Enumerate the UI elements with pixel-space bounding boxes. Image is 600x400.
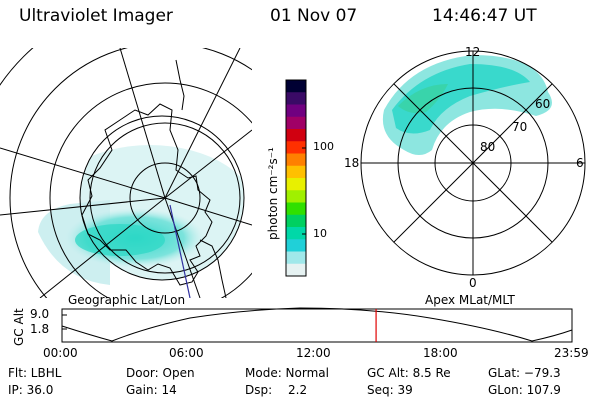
time-label: 14:46:47 UT <box>432 6 537 26</box>
mlat-label-80: 80 <box>480 140 496 154</box>
mlt-label-18: 18 <box>344 156 360 170</box>
colorbar-segment <box>286 92 306 105</box>
alt-xtick-1800: 18:00 <box>423 346 458 360</box>
altitude-curve <box>61 307 573 342</box>
colorbar-segment <box>286 214 306 228</box>
colorbar-segment <box>286 263 306 277</box>
colorbar-tick-100: 100 <box>313 140 334 153</box>
app-title: Ultraviolet Imager <box>19 6 173 26</box>
coast-outline-east <box>175 59 227 298</box>
info-glon: GLon: 107.9 <box>488 383 561 397</box>
info-filter: Flt: LBHL <box>8 366 62 380</box>
geographic-map <box>0 48 252 298</box>
colorbar-segment <box>286 251 306 265</box>
info-gc-alt: GC Alt: 8.5 Re <box>367 366 451 380</box>
altitude-plot <box>61 307 573 343</box>
info-door: Door: Open <box>126 366 195 380</box>
info-mode: Mode: Normal <box>245 366 329 380</box>
aurora-oval-core <box>75 224 165 256</box>
alt-ylabel: GC Alt <box>12 308 26 346</box>
alt-xtick-0600: 06:00 <box>169 346 204 360</box>
colorbar-segment <box>286 104 306 118</box>
apex-polar-plot <box>360 50 586 276</box>
continent-outline <box>81 103 213 286</box>
colorbar-segment <box>286 116 306 130</box>
info-gain: Gain: 14 <box>126 383 177 397</box>
alt-xtick-0000: 00:00 <box>43 346 78 360</box>
colorbar-segment <box>286 239 306 252</box>
geo-grid <box>0 48 252 298</box>
colorbar-segment <box>286 227 306 240</box>
mlat-label-70: 70 <box>512 120 528 134</box>
colorbar-tick-10: 10 <box>313 227 327 240</box>
colorbar-segment <box>286 141 306 154</box>
colorbar <box>286 80 306 277</box>
info-glat: GLat: −79.3 <box>488 366 561 380</box>
alt-xtick-2359: 23:59 <box>554 346 589 360</box>
alt-xtick-1200: 12:00 <box>296 346 331 360</box>
colorbar-segment <box>286 190 306 203</box>
colorbar-unit-label: photon cm⁻²s⁻¹ <box>266 147 280 240</box>
info-dsp: Dsp: <box>245 383 273 397</box>
info-dsp-value: 2.2 <box>288 383 308 397</box>
info-seq: Seq: 39 <box>367 383 413 397</box>
orbit-track <box>169 204 191 298</box>
colorbar-segment <box>286 202 306 216</box>
mlat-label-60: 60 <box>535 97 551 111</box>
colorbar-segment <box>286 178 306 191</box>
colorbar-segment <box>286 80 306 93</box>
left-panel-caption: Geographic Lat/Lon <box>68 293 186 307</box>
earth-limb <box>79 115 245 281</box>
alt-ytick-high: 9.0 <box>30 307 50 321</box>
mlt-label-6: 6 <box>576 156 584 170</box>
right-panel-caption: Apex MLat/MLT <box>425 293 515 307</box>
polar-grid <box>360 50 586 276</box>
colorbar-segment <box>286 153 306 167</box>
info-ip: IP: 36.0 <box>8 383 54 397</box>
alt-ytick-low: 1.8 <box>30 322 50 336</box>
date-label: 01 Nov 07 <box>270 6 358 26</box>
mlt-label-0: 0 <box>469 276 477 290</box>
colorbar-segment <box>286 129 306 142</box>
mlt-label-12: 12 <box>465 45 481 59</box>
colorbar-segment <box>286 165 306 179</box>
